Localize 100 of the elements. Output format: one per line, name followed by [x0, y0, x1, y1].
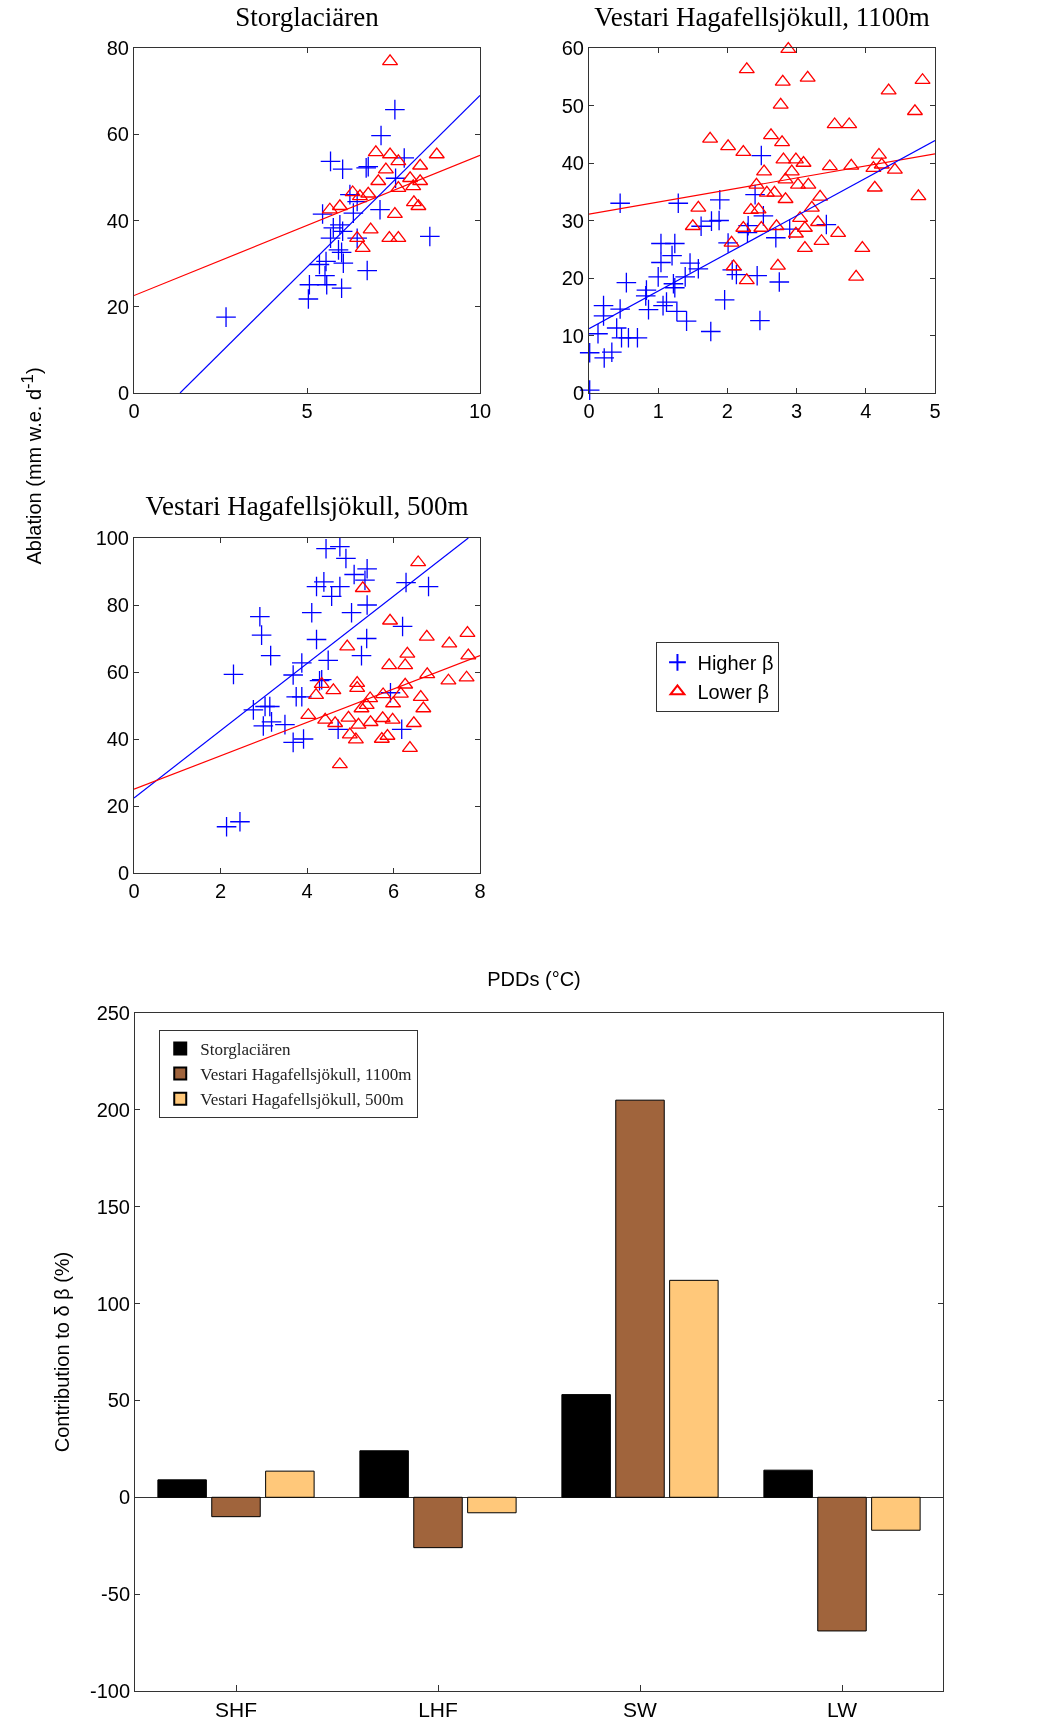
point [779, 218, 801, 240]
point [768, 271, 790, 293]
x-axis-title: PDDs (°C) [487, 967, 581, 991]
x-tick-label: 6 [387, 880, 400, 902]
point [379, 728, 396, 740]
point [679, 252, 701, 274]
point [349, 675, 366, 687]
point [274, 714, 296, 736]
point [300, 708, 317, 720]
point [766, 185, 783, 197]
point [362, 715, 379, 727]
point [873, 157, 890, 169]
point [593, 347, 615, 369]
point [723, 235, 740, 247]
point [350, 717, 367, 729]
point [307, 687, 325, 700]
y-tick-label: 100 [95, 527, 129, 549]
y-tick-label: 30 [561, 209, 584, 232]
point [373, 731, 390, 743]
point [215, 306, 237, 328]
point [753, 220, 770, 232]
point [325, 683, 342, 695]
point [312, 203, 334, 225]
point [259, 696, 281, 717]
point [249, 606, 271, 628]
point [298, 274, 320, 296]
point [748, 177, 765, 189]
point [223, 663, 244, 685]
point [381, 658, 398, 670]
point [282, 664, 304, 686]
point [674, 266, 696, 288]
point [306, 576, 327, 598]
x-tick-label: 5 [301, 400, 313, 422]
point [356, 558, 378, 580]
point [813, 234, 830, 246]
point [314, 265, 336, 287]
point [865, 161, 882, 173]
point [750, 145, 772, 166]
chart-title: Vestari Hagafellsjökull, 1100m [594, 1, 930, 32]
point [395, 572, 417, 594]
y-tick-label: 150 [96, 1195, 130, 1218]
x-tick-label: 3 [791, 400, 803, 422]
point [737, 222, 758, 244]
point [419, 226, 441, 247]
point [914, 73, 931, 85]
point [384, 712, 401, 724]
legend-label: Vestari Hagafellsjökull, 500m [200, 1090, 404, 1110]
y-tick-label: -100 [89, 1680, 130, 1702]
point [650, 252, 672, 273]
point [344, 185, 361, 197]
point [356, 628, 378, 649]
x-tick-label: 10 [468, 400, 492, 422]
point [354, 569, 376, 591]
point [418, 576, 439, 598]
legend-label: Storglaciären [200, 1040, 292, 1060]
point [346, 227, 368, 249]
bar [763, 1469, 813, 1498]
y-tick-label: 60 [561, 37, 584, 59]
point [301, 602, 323, 624]
point [826, 117, 843, 129]
point [397, 677, 414, 689]
point [356, 260, 378, 281]
point [843, 158, 860, 170]
point [700, 321, 722, 342]
point [349, 231, 366, 243]
point [412, 689, 429, 702]
x-tick-label: 2 [214, 880, 227, 902]
x-tick-label: 1 [652, 400, 664, 422]
point [735, 220, 752, 232]
point [329, 214, 351, 236]
point [392, 615, 414, 637]
point [609, 298, 631, 320]
point [315, 538, 337, 560]
point [684, 219, 701, 231]
point [593, 295, 614, 317]
y-tick-label: 20 [561, 267, 584, 289]
y-tick-label: 0 [117, 862, 129, 884]
y-tick-label: -50 [101, 1583, 130, 1606]
x-tick-label: 5 [929, 400, 941, 422]
point [799, 70, 816, 82]
point [282, 731, 304, 753]
point [690, 200, 707, 212]
point [381, 231, 398, 243]
bar [817, 1496, 867, 1632]
point [803, 200, 820, 212]
point [418, 629, 435, 641]
point [390, 231, 407, 243]
point [360, 186, 377, 198]
point [635, 279, 657, 301]
bar [871, 1496, 921, 1531]
y-tick-label: 0 [118, 1486, 130, 1509]
point [329, 576, 351, 598]
y-tick-label: 0 [117, 382, 129, 404]
point [341, 602, 362, 624]
bar [467, 1496, 517, 1514]
y-axis-title: Contribution to δ β (%) [51, 1251, 74, 1453]
bar [211, 1496, 261, 1518]
point [321, 202, 338, 214]
point [374, 711, 391, 723]
point [772, 97, 789, 109]
